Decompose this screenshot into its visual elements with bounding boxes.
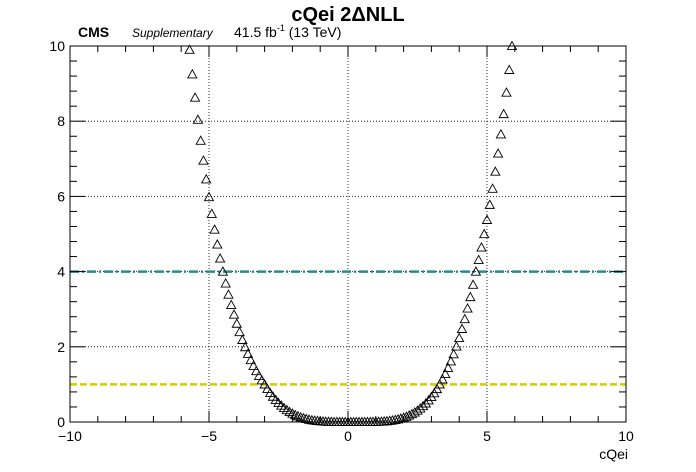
- scan-point: [292, 410, 304, 421]
- scan-point: [481, 214, 493, 224]
- scan-point: [503, 64, 515, 74]
- scan-point: [453, 332, 465, 343]
- x-tick-label: 5: [483, 428, 491, 444]
- scan-point: [184, 44, 195, 54]
- y-tick-label: 0: [57, 414, 65, 430]
- scan-point: [284, 406, 295, 417]
- scan-point: [256, 374, 268, 385]
- scan-point: [242, 348, 254, 358]
- x-tick-label: −5: [201, 428, 217, 444]
- scan-point: [484, 199, 496, 209]
- scan-point: [231, 318, 243, 328]
- scan-point: [473, 254, 484, 264]
- scan-point: [417, 400, 429, 411]
- scan-point: [501, 87, 512, 97]
- scan-point: [203, 191, 215, 202]
- scan-point: [192, 114, 204, 124]
- scan-point: [220, 278, 231, 288]
- scan-point: [403, 410, 415, 420]
- scan-point: [487, 183, 498, 193]
- scan-point: [239, 341, 251, 352]
- chart-title: cQei 2ΔNLL: [291, 4, 405, 26]
- scan-point: [225, 299, 237, 309]
- scan-point: [212, 239, 223, 249]
- y-tick-label: 4: [57, 264, 65, 280]
- luminosity-value: 41.5 fb: [234, 24, 277, 40]
- scan-markers: [184, 40, 518, 427]
- scan-point: [423, 394, 434, 405]
- scan-point: [295, 411, 307, 422]
- scan-point: [495, 128, 507, 139]
- scan-point: [490, 166, 501, 176]
- y-axis-ticks: 0 2 4 6 8 10: [49, 38, 626, 430]
- grid-lines: [69, 45, 627, 423]
- scan-point: [278, 402, 290, 413]
- luminosity-label: 41.5 fb-1 (13 TeV): [234, 23, 341, 40]
- scan-point: [198, 155, 209, 165]
- scan-point: [459, 313, 471, 324]
- scan-point: [237, 334, 248, 344]
- scan-point: [470, 266, 482, 276]
- scan-point: [245, 354, 256, 365]
- scan-point: [451, 341, 462, 351]
- scan-point: [445, 355, 457, 366]
- scan-point: [478, 228, 490, 239]
- x-tick-label: 10: [618, 428, 634, 444]
- scan-point: [420, 397, 432, 408]
- y-tick-label: 8: [57, 113, 65, 129]
- x-tick-label: −10: [58, 428, 82, 444]
- supplementary-label: Supplementary: [132, 26, 213, 40]
- scan-point: [492, 148, 504, 158]
- scan-point: [214, 253, 226, 263]
- x-tick-label: 0: [344, 428, 352, 444]
- y-tick-label: 6: [57, 188, 65, 204]
- scan-point: [217, 266, 229, 276]
- scan-point: [228, 309, 240, 319]
- scan-point: [248, 360, 259, 370]
- scan-point: [440, 368, 451, 378]
- energy-label: (13 TeV): [288, 24, 342, 40]
- scan-point: [206, 208, 218, 218]
- scan-point: [289, 409, 301, 420]
- scan-point: [223, 289, 234, 299]
- x-axis-label: cQei: [599, 446, 628, 462]
- reference-lines: [70, 270, 626, 386]
- luminosity-exponent: -1: [276, 23, 285, 33]
- scan-point: [406, 408, 418, 419]
- scan-point: [189, 92, 201, 102]
- scan-point: [301, 413, 312, 424]
- scan-point: [281, 404, 293, 415]
- experiment-label: CMS: [78, 24, 110, 40]
- scan-point: [442, 362, 454, 372]
- scan-point: [253, 370, 265, 380]
- scan-point: [209, 224, 220, 234]
- scan-point: [467, 279, 479, 289]
- scan-point: [250, 365, 262, 376]
- y-tick-label: 2: [57, 339, 65, 355]
- scan-point: [462, 303, 473, 313]
- scan-point: [498, 108, 509, 119]
- scan-point: [465, 291, 476, 302]
- scan-point: [434, 378, 446, 389]
- scan-point: [262, 383, 273, 393]
- scan-point: [456, 323, 468, 333]
- scan-point: [200, 173, 212, 184]
- scan-point: [303, 414, 315, 424]
- scan-point: [412, 405, 423, 415]
- scan-point: [437, 373, 448, 384]
- x-axis-ticks: −10 −5 0 5 10: [58, 46, 634, 444]
- scan-point: [431, 383, 443, 394]
- scan-point: [448, 348, 459, 359]
- scan-point: [195, 135, 206, 145]
- scan-point: [234, 326, 245, 337]
- plot-frame: [69, 45, 627, 423]
- scan-point: [259, 378, 270, 389]
- scan-point: [415, 403, 426, 413]
- scan-point: [476, 242, 487, 252]
- scan-point: [187, 68, 198, 79]
- y-tick-label: 10: [49, 38, 65, 54]
